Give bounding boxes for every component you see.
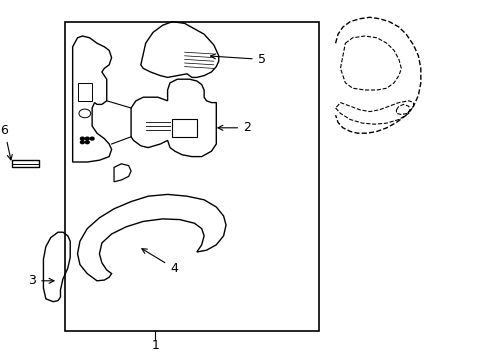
Circle shape bbox=[90, 137, 94, 140]
Bar bbox=[65, 22, 318, 331]
Text: 3: 3 bbox=[28, 274, 54, 287]
Circle shape bbox=[85, 137, 89, 140]
Circle shape bbox=[81, 137, 84, 140]
Text: 1: 1 bbox=[151, 339, 159, 352]
Circle shape bbox=[85, 141, 89, 144]
Text: 4: 4 bbox=[142, 249, 178, 275]
Text: 6: 6 bbox=[0, 124, 12, 160]
Text: 2: 2 bbox=[218, 121, 250, 134]
Text: 5: 5 bbox=[210, 53, 265, 66]
Circle shape bbox=[81, 141, 84, 144]
